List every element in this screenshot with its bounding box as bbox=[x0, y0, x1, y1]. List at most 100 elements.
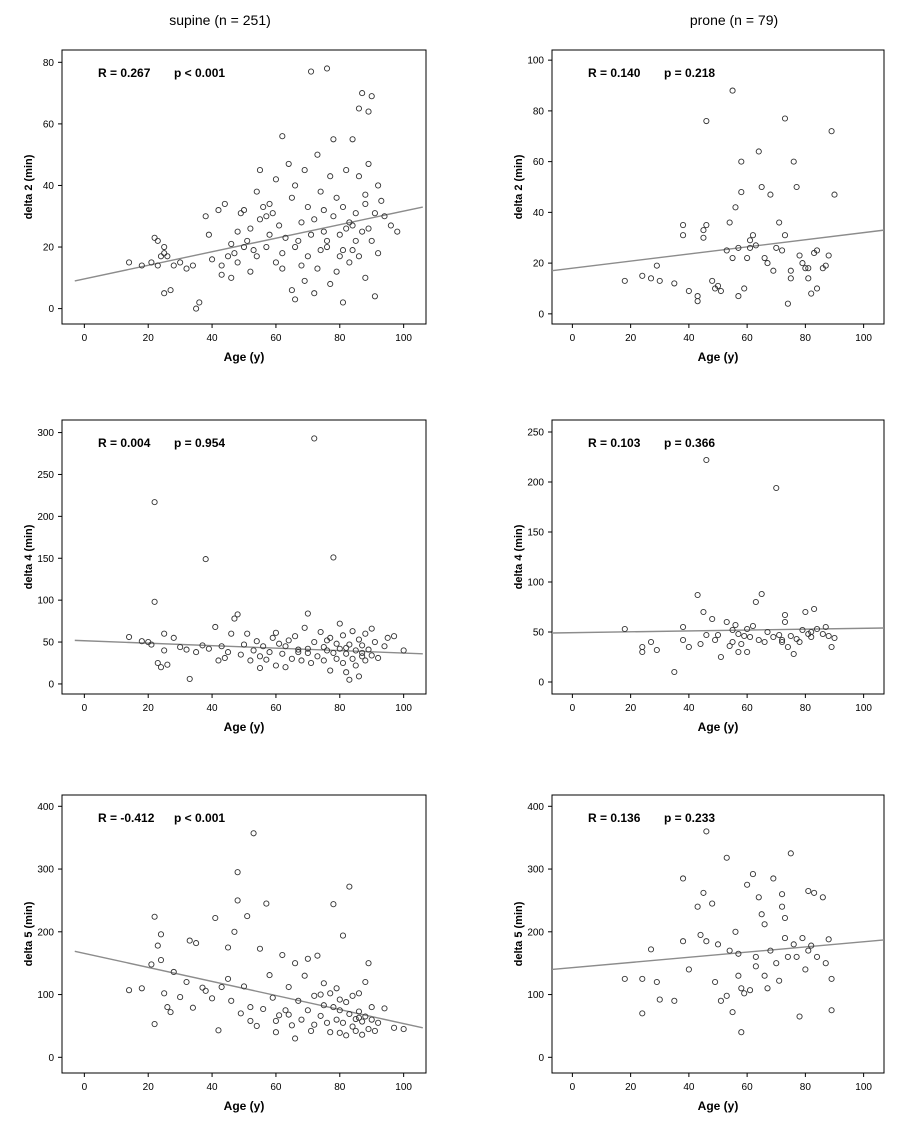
data-point bbox=[186, 937, 193, 944]
x-axis-label: Age (y) bbox=[698, 1099, 739, 1113]
x-axis-label: Age (y) bbox=[224, 1099, 265, 1113]
data-point bbox=[314, 151, 321, 158]
p-value-label: p = 0.366 bbox=[664, 436, 715, 450]
data-point bbox=[285, 637, 292, 644]
x-tick-label: 60 bbox=[742, 333, 754, 344]
data-point bbox=[770, 267, 777, 274]
data-point bbox=[282, 1007, 289, 1014]
data-point bbox=[752, 598, 759, 606]
data-point bbox=[333, 194, 340, 201]
data-point bbox=[349, 992, 356, 999]
plot-frame bbox=[61, 419, 427, 695]
data-point bbox=[793, 183, 800, 191]
data-point bbox=[362, 630, 369, 637]
data-point bbox=[164, 1004, 171, 1011]
y-tick-label: 60 bbox=[533, 157, 545, 168]
data-point bbox=[260, 203, 267, 211]
data-point bbox=[365, 225, 372, 232]
data-point bbox=[781, 914, 789, 922]
data-point bbox=[639, 975, 646, 982]
x-tick-label: 20 bbox=[143, 703, 155, 714]
data-point bbox=[703, 456, 710, 464]
x-tick-label: 100 bbox=[855, 703, 872, 714]
data-point bbox=[228, 997, 235, 1004]
data-point bbox=[717, 997, 724, 1004]
data-point bbox=[221, 200, 228, 207]
data-point bbox=[237, 1010, 244, 1017]
data-point bbox=[755, 636, 762, 644]
data-point bbox=[301, 972, 308, 979]
y-tick-label: 400 bbox=[37, 802, 54, 813]
x-axis-label: Age (y) bbox=[224, 720, 265, 734]
data-point bbox=[279, 133, 286, 140]
data-point bbox=[157, 253, 165, 260]
scatter-prone-delta2: 0 20 40 60 80 100 0 20 40 60 80 100 Age (y) delta 2 (… bbox=[513, 49, 885, 364]
data-point bbox=[295, 997, 302, 1004]
data-point bbox=[256, 664, 264, 672]
data-point bbox=[400, 647, 407, 654]
data-point bbox=[709, 900, 716, 907]
data-point bbox=[272, 259, 279, 266]
x-tick-label: 40 bbox=[683, 333, 695, 344]
plot-frame bbox=[551, 419, 885, 695]
data-point bbox=[317, 991, 324, 998]
data-point bbox=[161, 243, 168, 251]
scatter-supine-delta5: 0 100 200 300 400 0 20 40 60 80 100 Age (y) delta 5 … bbox=[23, 794, 427, 1113]
y-tick-label: 50 bbox=[533, 628, 545, 639]
data-point bbox=[295, 649, 302, 656]
y-axis-label: delta 4 (min) bbox=[23, 524, 35, 589]
data-point bbox=[186, 675, 193, 682]
data-point bbox=[375, 250, 382, 257]
data-point bbox=[170, 634, 177, 641]
data-point bbox=[209, 256, 216, 263]
data-point bbox=[314, 265, 321, 272]
data-point bbox=[301, 167, 308, 174]
data-point bbox=[237, 210, 244, 217]
data-point bbox=[808, 290, 815, 297]
data-point bbox=[362, 1013, 369, 1020]
data-point bbox=[752, 953, 759, 960]
data-point bbox=[292, 182, 299, 189]
data-point bbox=[276, 1012, 283, 1019]
data-point bbox=[164, 661, 171, 668]
data-point bbox=[781, 611, 789, 619]
data-point bbox=[247, 1017, 254, 1024]
data-point bbox=[250, 247, 257, 254]
data-point bbox=[349, 247, 356, 254]
data-point bbox=[758, 590, 765, 598]
data-point bbox=[352, 210, 359, 217]
data-point bbox=[825, 252, 832, 259]
data-point bbox=[343, 999, 350, 1006]
data-point bbox=[311, 290, 318, 297]
data-point bbox=[228, 274, 235, 281]
data-point bbox=[825, 632, 832, 640]
data-point bbox=[336, 645, 343, 652]
data-point bbox=[224, 944, 232, 951]
plot-frame bbox=[61, 794, 427, 1074]
data-point bbox=[729, 626, 736, 634]
data-point bbox=[343, 650, 350, 657]
data-point bbox=[709, 277, 716, 284]
data-point bbox=[752, 242, 759, 249]
data-point bbox=[729, 1009, 736, 1016]
data-point bbox=[802, 966, 809, 973]
data-point bbox=[304, 645, 311, 652]
data-point bbox=[266, 972, 273, 979]
data-point bbox=[359, 1018, 366, 1025]
x-tick-label: 20 bbox=[143, 333, 155, 344]
data-point bbox=[311, 1021, 318, 1028]
data-point bbox=[285, 983, 292, 991]
data-point bbox=[639, 272, 646, 279]
data-point bbox=[228, 630, 235, 637]
data-point bbox=[151, 913, 158, 920]
data-point bbox=[758, 183, 765, 191]
data-point bbox=[240, 207, 248, 214]
x-axis-label: Age (y) bbox=[224, 350, 265, 364]
data-point bbox=[320, 657, 327, 664]
data-point bbox=[656, 277, 663, 284]
data-point bbox=[298, 262, 305, 269]
data-point bbox=[697, 640, 704, 648]
data-point bbox=[292, 633, 299, 640]
data-point bbox=[703, 117, 710, 125]
data-point bbox=[330, 554, 337, 561]
